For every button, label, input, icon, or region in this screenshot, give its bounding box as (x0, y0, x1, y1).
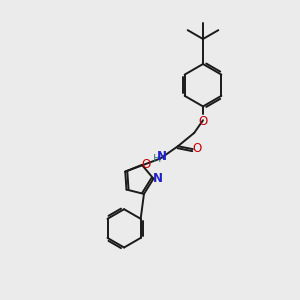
Text: N: N (153, 172, 163, 185)
Text: O: O (141, 158, 151, 171)
Text: O: O (192, 142, 201, 155)
Text: N: N (157, 150, 166, 163)
Text: H: H (153, 154, 161, 164)
Text: O: O (199, 115, 208, 128)
